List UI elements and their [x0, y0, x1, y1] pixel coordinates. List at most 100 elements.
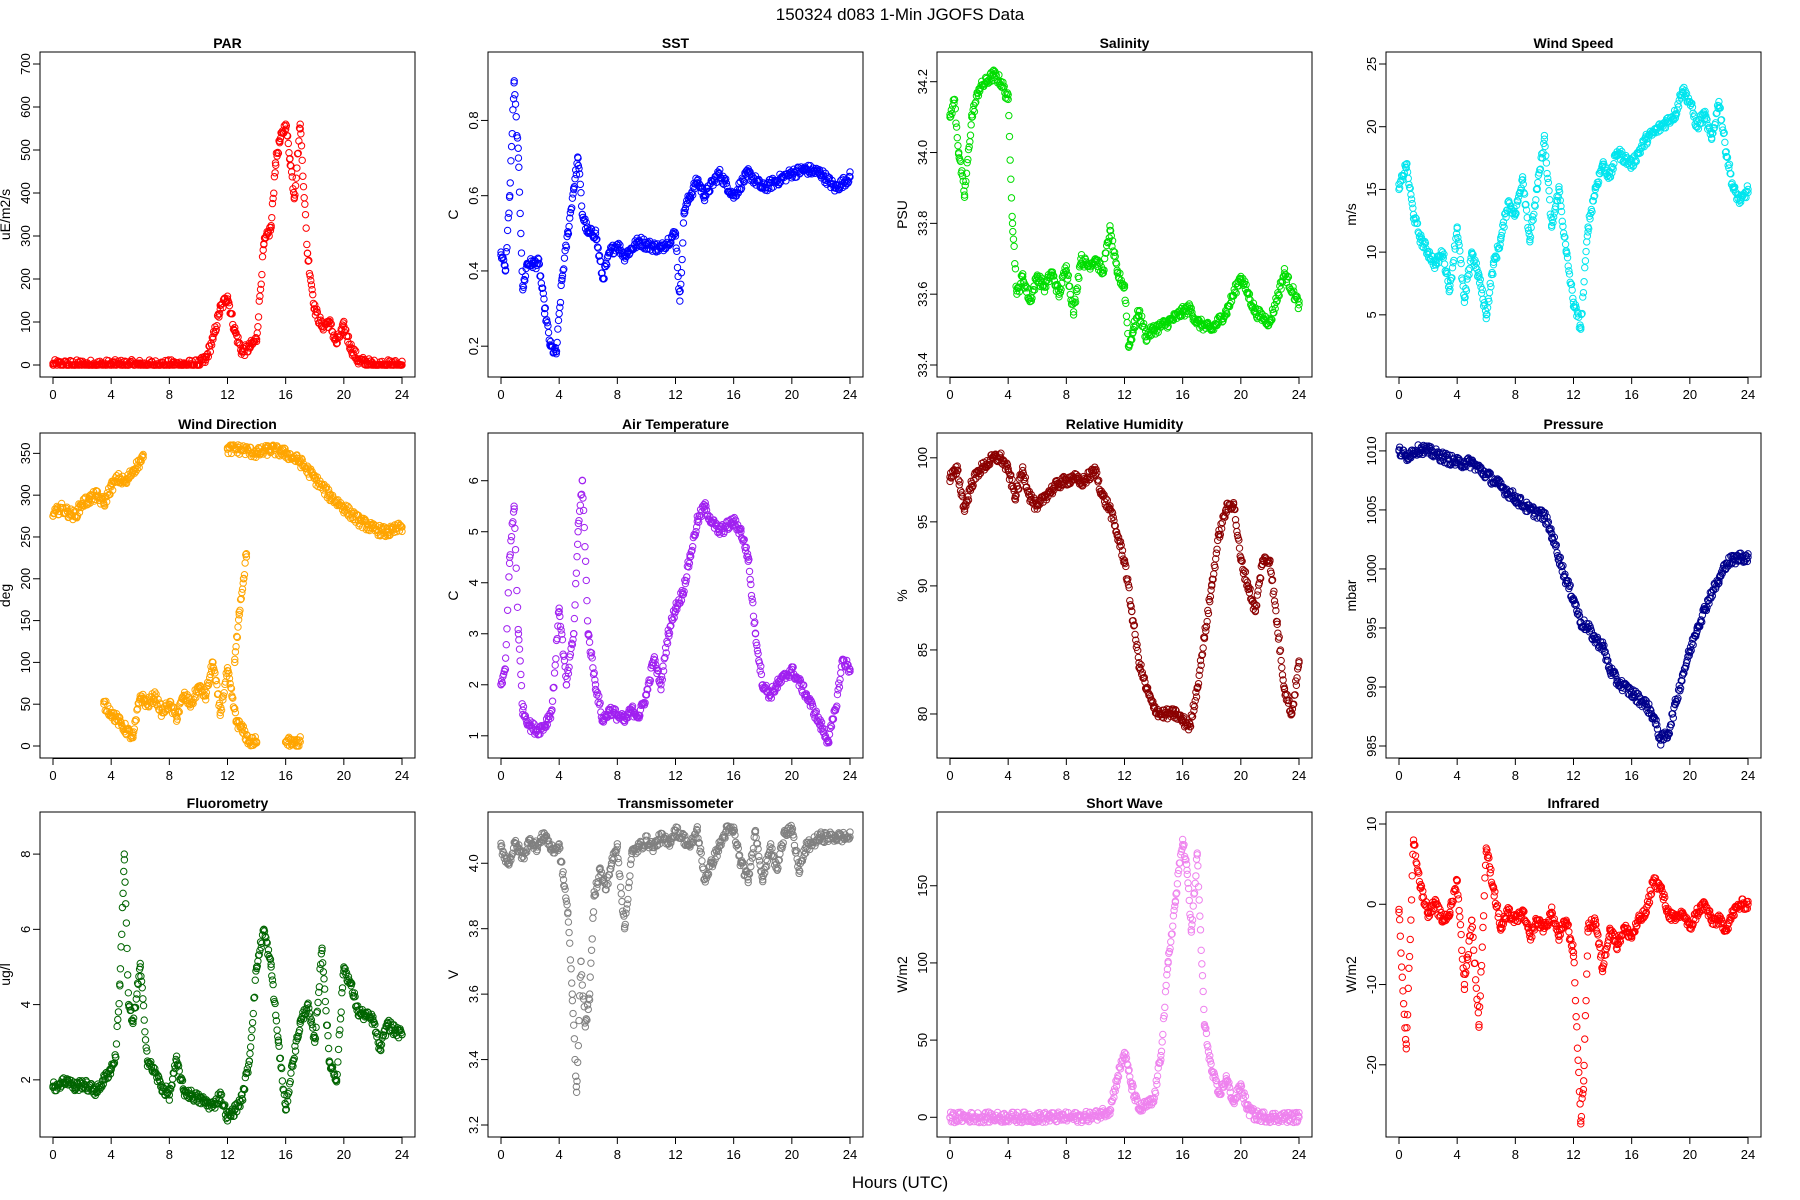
- data-point: [274, 148, 282, 157]
- data-point: [204, 353, 213, 361]
- data-point: [1004, 90, 1012, 99]
- data-point: [254, 323, 262, 331]
- data-point: [264, 228, 273, 236]
- data-point: [679, 219, 688, 227]
- data-point: [597, 257, 605, 266]
- data-point: [552, 347, 561, 356]
- x-tick-label: 16: [1175, 768, 1189, 783]
- data-point: [1124, 329, 1132, 338]
- data-point: [1055, 293, 1063, 301]
- x-tick-label: 24: [1741, 768, 1755, 783]
- chart-title: Wind Direction: [178, 416, 277, 432]
- data-point: [1518, 173, 1527, 181]
- y-tick-label: 200: [18, 568, 33, 590]
- y-tick-label: 0: [18, 361, 33, 368]
- data-point: [1011, 265, 1020, 273]
- data-point: [1294, 304, 1303, 313]
- data-point: [1100, 254, 1109, 263]
- data-point: [1065, 282, 1074, 290]
- data-point: [1405, 180, 1413, 189]
- x-tick-label: 20: [337, 768, 351, 783]
- data-point: [504, 214, 512, 222]
- data-point: [1006, 156, 1014, 164]
- data-point: [306, 272, 314, 280]
- data-point: [815, 166, 824, 174]
- data-point: [1069, 308, 1078, 316]
- y-tick-label: 33.8: [915, 211, 930, 236]
- data-point: [958, 172, 967, 180]
- data-point: [568, 194, 577, 202]
- data-point: [1010, 242, 1018, 250]
- y-tick-label: 1000: [1364, 554, 1379, 583]
- data-point: [676, 297, 684, 305]
- data-point: [1116, 269, 1124, 278]
- data-point: [558, 276, 566, 285]
- y-tick-label: 200: [18, 268, 33, 290]
- x-tick-label: 4: [1005, 387, 1012, 402]
- data-point: [964, 155, 972, 164]
- x-tick-label: 0: [946, 768, 953, 783]
- data-point: [514, 144, 522, 152]
- x-tick-label: 0: [49, 768, 56, 783]
- data-point: [572, 170, 581, 179]
- data-point: [950, 95, 959, 104]
- data-point: [704, 182, 712, 190]
- x-tick-label: 8: [614, 387, 621, 402]
- x-tick-label: 12: [220, 387, 234, 402]
- data-point: [212, 325, 220, 334]
- data-point: [256, 285, 265, 294]
- data-point: [960, 193, 969, 201]
- data-point: [1540, 135, 1549, 143]
- data-point: [1017, 272, 1026, 280]
- data-point: [521, 276, 529, 285]
- x-tick-label: 0: [946, 387, 953, 402]
- data-point: [962, 177, 970, 186]
- y-tick-label: 990: [1364, 676, 1379, 698]
- x-tick-label: 12: [668, 387, 682, 402]
- data-point: [228, 310, 236, 318]
- data-point: [398, 357, 406, 366]
- y-tick-label: 100: [18, 311, 33, 333]
- y-tick-label: 250: [18, 526, 33, 548]
- y-axis-label: deg: [0, 584, 13, 607]
- data-point: [1036, 272, 1044, 281]
- data-point: [1008, 212, 1016, 221]
- y-tick-label: 85: [915, 643, 930, 657]
- data-point: [1056, 284, 1064, 292]
- chart-title: Air Temperature: [622, 416, 729, 432]
- x-tick-label: 0: [497, 387, 504, 402]
- chart-title: Wind Speed: [1534, 35, 1614, 51]
- chart-title: PAR: [213, 35, 242, 51]
- y-tick-label: 985: [1364, 735, 1379, 757]
- data-point: [1277, 285, 1285, 293]
- y-tick-label: 150: [18, 610, 33, 632]
- data-point: [953, 134, 961, 142]
- y-tick-label: 1005: [1364, 495, 1379, 524]
- data-point: [1064, 271, 1073, 280]
- x-tick-label: 20: [1683, 768, 1697, 783]
- x-tick-label: 8: [1063, 768, 1070, 783]
- data-point: [964, 145, 973, 154]
- y-tick-label: 2: [466, 681, 481, 688]
- data-point: [844, 177, 853, 186]
- data-point: [698, 184, 707, 192]
- x-tick-label: 4: [108, 387, 115, 402]
- y-axis-label: C: [445, 209, 461, 219]
- x-tick-label: 24: [395, 387, 409, 402]
- data-point: [543, 318, 551, 327]
- data-point: [1102, 249, 1110, 257]
- data-point: [1056, 288, 1065, 297]
- data-point: [678, 255, 686, 264]
- data-point: [327, 320, 335, 328]
- y-axis-label: PSU: [894, 200, 910, 229]
- data-point: [1071, 298, 1080, 306]
- data-point: [1121, 296, 1129, 305]
- data-point: [535, 260, 544, 268]
- data-point: [845, 172, 854, 181]
- data-point: [344, 332, 353, 341]
- data-point: [556, 303, 564, 312]
- data-point: [311, 301, 319, 309]
- x-tick-label: 8: [166, 387, 173, 402]
- data-point: [1114, 268, 1122, 276]
- data-point: [1225, 302, 1234, 311]
